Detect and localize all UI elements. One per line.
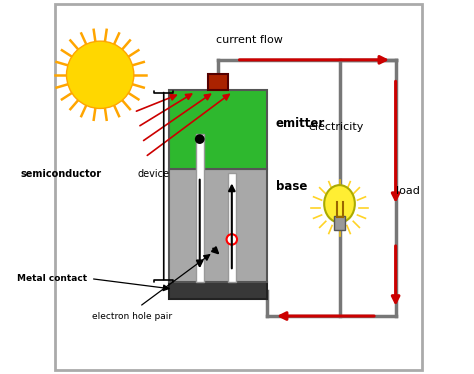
Text: load: load [396, 186, 419, 196]
Text: emitter: emitter [276, 117, 325, 130]
Circle shape [66, 41, 134, 108]
Bar [169, 169, 266, 282]
Bar [169, 282, 266, 299]
Bar [196, 134, 204, 282]
Text: base: base [276, 181, 307, 193]
Text: electron hole pair: electron hole pair [92, 312, 172, 321]
Circle shape [195, 134, 205, 144]
Bar [169, 90, 266, 169]
Text: semiconductor: semiconductor [21, 169, 102, 179]
Bar [228, 173, 236, 282]
Text: Metal contact: Metal contact [17, 274, 87, 283]
Bar [334, 216, 345, 230]
Ellipse shape [324, 185, 355, 223]
Circle shape [227, 234, 237, 245]
Bar [208, 74, 228, 90]
Text: current flow: current flow [216, 35, 283, 45]
FancyBboxPatch shape [55, 4, 422, 370]
Text: electricity: electricity [308, 122, 364, 132]
Text: device: device [137, 169, 170, 179]
